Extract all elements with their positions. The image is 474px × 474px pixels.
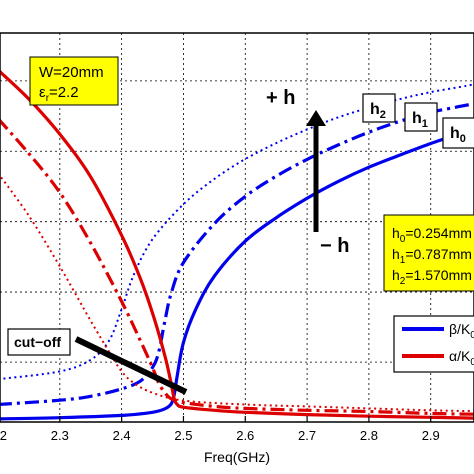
svg-text:h0: h0 [450, 125, 466, 145]
thickness-h2: h2=1.570mm [392, 267, 472, 287]
cutoff-label: cut−off [7, 328, 71, 356]
plus-h-label: + h [266, 87, 295, 109]
beta-h0-curve [0, 127, 474, 421]
svg-text:h1: h1 [412, 110, 428, 130]
alpha-h0-curve [0, 69, 474, 420]
param-box: W=20mm εr=2.2 [29, 56, 119, 106]
x-tick-label: 2.9 [422, 428, 440, 443]
alpha-h2-curve [0, 174, 474, 413]
x-tick-label: 2.8 [360, 428, 378, 443]
param-width: W=20mm [39, 64, 104, 81]
x-axis-label: Freq(GHz) [204, 449, 270, 465]
legend-alpha-label: α/K0 [449, 348, 474, 368]
beta-h1-curve [0, 102, 474, 406]
thickness-h1: h1=0.787mm [392, 246, 472, 266]
legend-beta-label: β/K0 [449, 321, 474, 341]
svg-text:cut−off: cut−off [14, 334, 61, 350]
minus-h-label: − h [320, 235, 349, 257]
series-layer [0, 69, 474, 421]
alpha-h1-curve [0, 118, 474, 416]
thickness-arrow-head [306, 110, 326, 126]
x-tick-label: 2.3 [51, 428, 69, 443]
svg-text:h2: h2 [370, 101, 386, 121]
x-tick-label: 2.6 [236, 428, 254, 443]
thickness-box: h0=0.254mm h1=0.787mm h2=1.570mm [383, 214, 474, 292]
x-ticks: 2.2 2.3 2.4 2.5 2.6 2.7 2.8 2.9 [0, 416, 440, 443]
thickness-h0: h0=0.254mm [392, 225, 472, 245]
param-permittivity: εr=2.2 [39, 84, 79, 104]
h0-label: h0 [442, 117, 474, 149]
x-tick-label: 2.5 [174, 428, 192, 443]
x-tick-label: 2.7 [298, 428, 316, 443]
h2-label: h2 [362, 93, 396, 123]
x-tick-label: 2.2 [0, 428, 7, 443]
h1-label: h1 [404, 102, 438, 132]
x-tick-label: 2.4 [113, 428, 131, 443]
plot-frame [0, 32, 474, 423]
legend: β/K0 α/K0 [393, 315, 474, 373]
cutoff-marker-line [74, 336, 188, 395]
